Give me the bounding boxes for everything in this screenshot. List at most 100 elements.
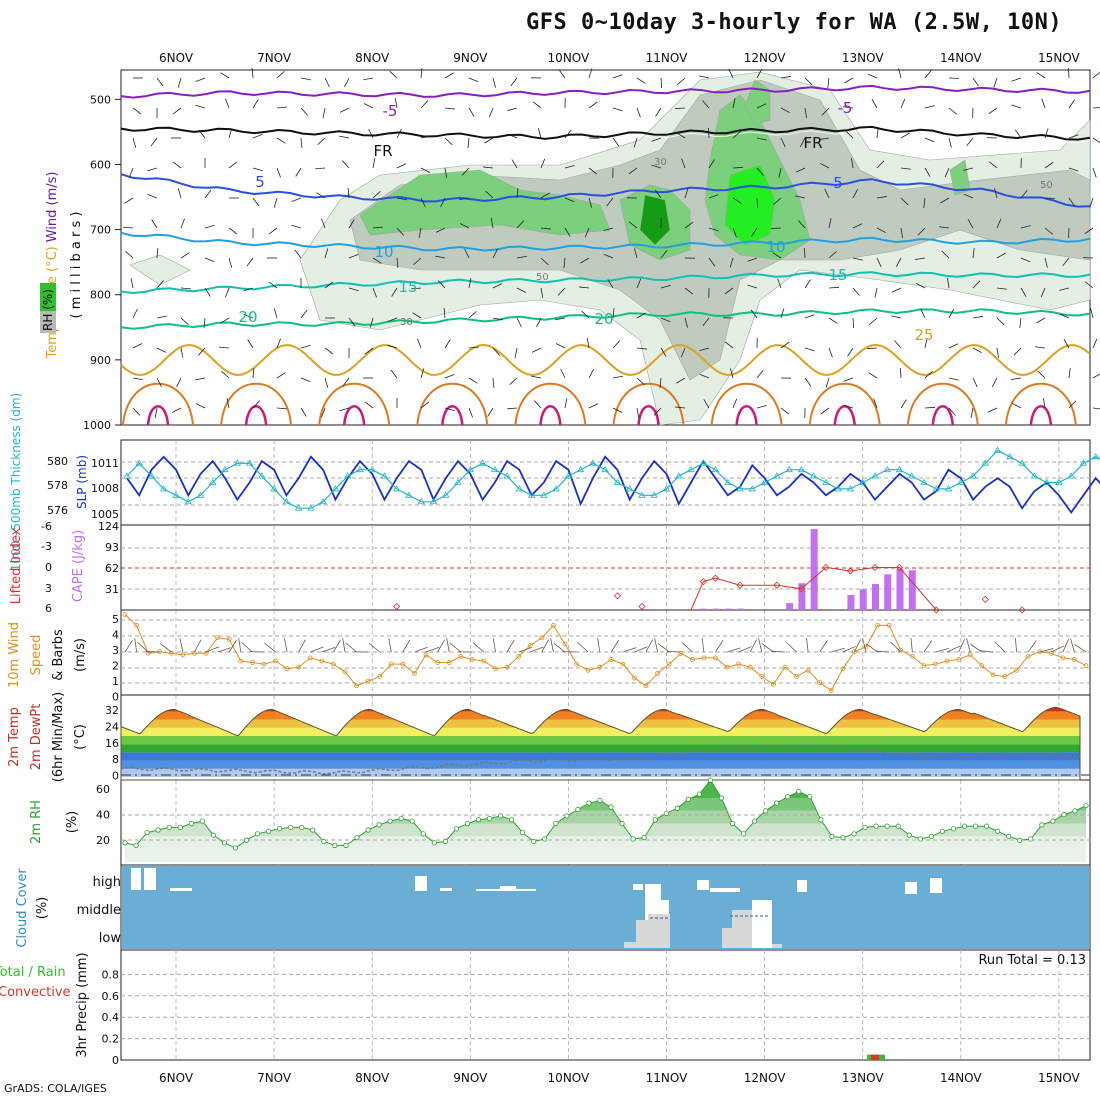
wind-barb: [924, 69, 932, 79]
rh-marker: [597, 797, 603, 804]
wind-barb: [1037, 370, 1046, 379]
wind-barb-10m: [622, 647, 637, 653]
wind-speed-marker: [215, 635, 221, 641]
slp-tick: 1008: [91, 482, 119, 495]
li-tick: 0: [45, 561, 52, 574]
wind-barb: [651, 164, 662, 169]
wind-barb-10m: [541, 639, 549, 653]
rh-marker: [575, 806, 581, 813]
wind-barb: [203, 317, 206, 328]
rh-marker: [718, 795, 725, 801]
wind-barb: [804, 107, 807, 118]
wind-barb-10m: [875, 650, 890, 653]
wind-speed-marker: [342, 669, 348, 675]
temp-band: [121, 768, 1080, 777]
thickness-marker: [356, 465, 364, 473]
li-marker: [1018, 606, 1026, 614]
temp-band: [121, 727, 1080, 736]
ylabel-rh: RH (%): [41, 289, 55, 331]
thickness-marker: [748, 485, 757, 492]
wind-barb: [516, 188, 519, 199]
wind-barb-10m: [597, 638, 601, 653]
wind-speed-marker: [886, 622, 892, 628]
wind-barb: [1041, 98, 1046, 109]
li-tick: -6: [41, 520, 52, 533]
wind-barb: [659, 377, 662, 388]
wind-barb: [300, 344, 311, 349]
wind-barb: [819, 162, 830, 169]
temp-ylabel-group: (6hr Min/Max): [51, 692, 66, 782]
isotherm-35-arch: [833, 405, 856, 426]
wind-barb: [708, 159, 715, 169]
thickness-marker: [393, 485, 401, 492]
wind-barb: [828, 251, 837, 259]
wind-barb: [681, 158, 686, 169]
wind-barb: [1011, 104, 1022, 109]
wind-barb: [1044, 128, 1049, 139]
thickness-marker: [1067, 472, 1075, 479]
rh-marker: [376, 822, 382, 828]
wind-barb-10m: [473, 642, 485, 653]
wind-barb: [540, 287, 544, 298]
wind-barb: [413, 257, 422, 265]
rh-marker: [763, 808, 769, 814]
wind-barb: [891, 315, 902, 319]
date-tick-top: 11NOV: [646, 51, 688, 65]
cloud-level-label: low: [99, 931, 122, 946]
wind-barb: [204, 287, 211, 297]
wind-barb: [195, 377, 206, 381]
pressure-tick: 1000: [83, 419, 111, 432]
thickness-marker: [626, 485, 634, 492]
wind-barb-10m: [124, 640, 133, 653]
cloud-bar: [797, 880, 807, 892]
rh-marker: [983, 823, 990, 829]
date-tick-top: 15NOV: [1038, 51, 1080, 65]
wind-barb: [873, 398, 878, 409]
wind-barb-10m: [449, 642, 462, 653]
pressure-tick: 500: [90, 93, 111, 106]
wind-barb: [676, 377, 686, 384]
wind-barb: [555, 343, 566, 349]
wind-barb-10m: [1062, 639, 1069, 653]
wind-barb: [674, 107, 686, 110]
cape-bar: [908, 570, 916, 610]
wind-barb: [684, 287, 694, 295]
wind-barb: [876, 196, 887, 199]
contour-label: FR: [373, 142, 392, 160]
wind-barb: [417, 338, 422, 349]
cloud-level-label: high: [93, 875, 121, 890]
rh-marker: [586, 800, 592, 806]
wind-barb: [612, 308, 615, 319]
thickness-marker: [895, 465, 904, 473]
ylabel-temp: 2m DewPt: [29, 704, 44, 771]
panel-frame-precip: [120, 949, 1091, 1061]
wind-barb: [364, 401, 374, 409]
contour-label: FR: [803, 134, 822, 152]
thickness-marker: [135, 459, 143, 466]
wind-barb: [923, 197, 926, 208]
page-title: GFS 0~10day 3-hourly for WA (2.5W, 10N): [526, 10, 1063, 35]
rh-marker: [442, 838, 448, 845]
cape-bar: [871, 583, 879, 610]
rh-marker: [144, 829, 150, 836]
wind-barb: [172, 107, 182, 115]
wind-speed-marker: [713, 655, 718, 661]
wind-speed-marker: [319, 658, 325, 664]
wind-barb: [243, 314, 254, 319]
wind-speed-marker: [446, 660, 452, 665]
wind-speed-marker: [840, 666, 846, 672]
rh-ylabel-group: 2m RH: [29, 800, 44, 844]
wind-barb: [972, 347, 983, 354]
wind-barb: [699, 347, 710, 351]
thickness-marker: [491, 465, 499, 473]
wind-barb: [660, 347, 667, 357]
wind-barb: [129, 167, 134, 178]
wind-barb: [586, 338, 590, 349]
wind-barb: [247, 339, 254, 349]
wind-barb: [1068, 67, 1070, 79]
wind-barb: [516, 287, 527, 293]
rh-marker: [707, 777, 714, 783]
dewpoint-line: [120, 744, 1081, 775]
wind-barb: [684, 317, 688, 328]
wind-barb: [654, 189, 662, 199]
